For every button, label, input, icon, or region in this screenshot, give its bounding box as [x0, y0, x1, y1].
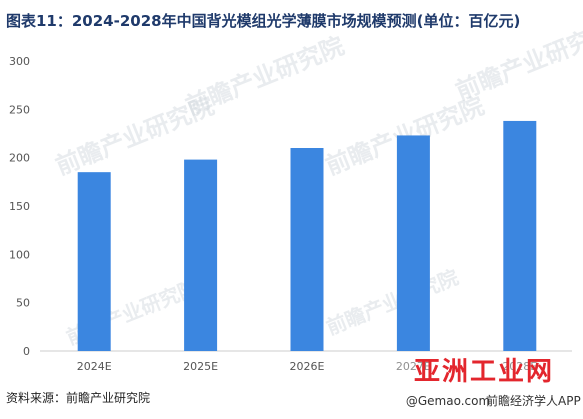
y-tick-label: 100	[9, 248, 30, 261]
site-watermark: 亚洲工业网	[396, 355, 572, 389]
bar-2028E	[503, 120, 537, 351]
y-tick-label: 200	[9, 152, 30, 165]
x-tick-label: 2025E	[183, 360, 218, 373]
brand-watermark-text: 前瞻产业研究院	[452, 17, 583, 106]
brand-watermark-text: 前瞻产业研究院	[182, 32, 348, 121]
y-tick-label: 150	[9, 200, 30, 213]
x-tick-label: 2024E	[77, 360, 112, 373]
y-tick-label: 300	[9, 55, 30, 68]
brand-watermark-text: 前瞻产业研究院	[323, 265, 462, 340]
bar-2026E	[290, 148, 324, 351]
y-tick-label: 0	[23, 345, 30, 358]
app-watermark: 前瞻经济学人APP	[486, 394, 581, 408]
x-tick-label: 2028E	[502, 360, 537, 373]
y-tick-label: 250	[9, 103, 30, 116]
bar-2024E	[77, 172, 111, 351]
x-tick-label: 2027E	[396, 360, 431, 373]
x-tick-label: 2026E	[290, 360, 325, 373]
bar-series	[77, 120, 537, 351]
site-watermark-tag: @Gemao.com	[400, 392, 496, 410]
source-note: 资料来源：前瞻产业研究院	[6, 391, 151, 405]
bar-2025E	[184, 159, 218, 351]
x-axis: 2024E 2025E 2026E 2027E 2028E	[77, 360, 538, 373]
y-axis: 0 50 100 150 200 250 300	[9, 55, 30, 358]
bar-2027E	[396, 135, 430, 351]
y-tick-label: 50	[16, 297, 30, 310]
chart-title: 图表11：2024-2028年中国背光模组光学薄膜市场规模预测(单位：百亿元)	[6, 12, 521, 30]
